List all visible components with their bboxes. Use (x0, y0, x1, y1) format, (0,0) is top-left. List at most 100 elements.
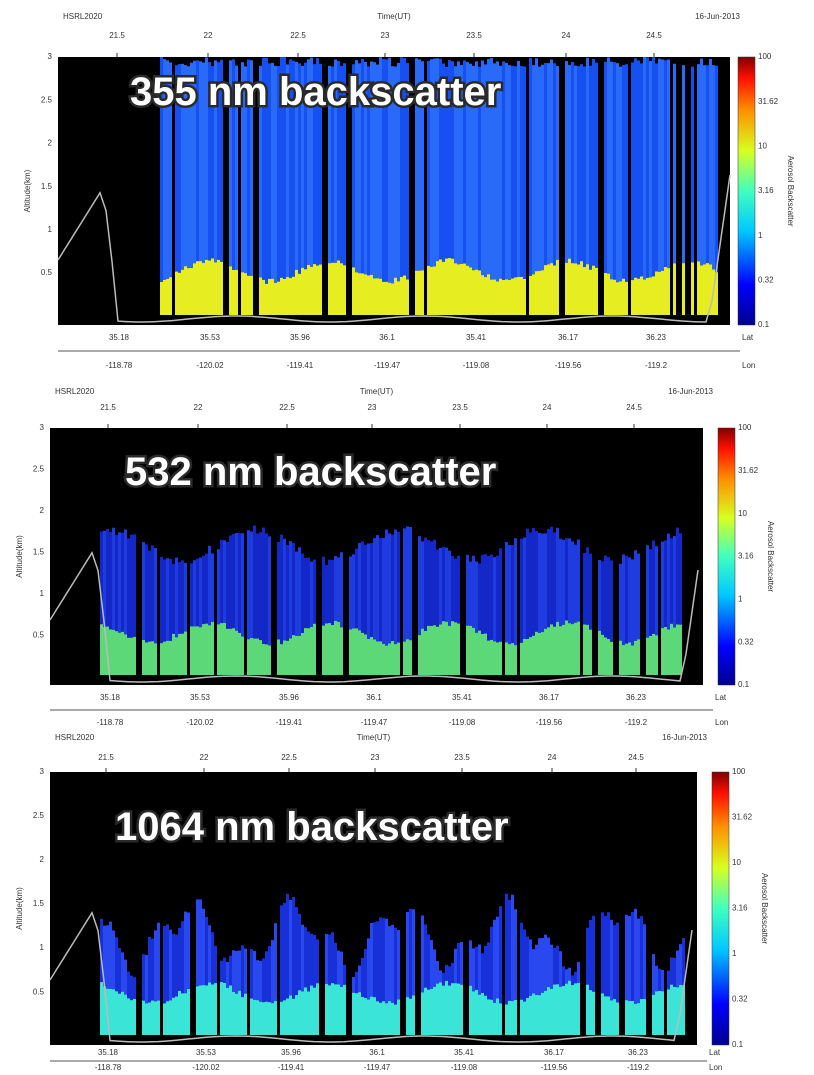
backscatter-layer (394, 277, 397, 315)
backscatter-layer (259, 277, 262, 315)
backscatter-layer (337, 984, 340, 1035)
backscatter-layer (205, 259, 208, 315)
time-tick-label: 24 (548, 753, 557, 762)
latitude-tick-label: 35.18 (109, 333, 130, 342)
altitude-tick-label: 0.5 (33, 630, 45, 639)
colorbar-tick-label: 10 (732, 858, 741, 867)
backscatter-layer (538, 632, 541, 675)
longitude-tick-label: -118.78 (106, 361, 133, 370)
backscatter-upper (199, 899, 202, 986)
backscatter-layer (430, 988, 433, 1035)
backscatter-upper (544, 533, 547, 629)
backscatter-layer (439, 624, 442, 675)
backscatter-upper (505, 542, 508, 643)
backscatter-upper (442, 972, 445, 986)
backscatter-layer (670, 984, 673, 1035)
backscatter-layer (514, 277, 517, 315)
backscatter-layer (625, 1000, 628, 1035)
backscatter-upper (223, 957, 226, 983)
backscatter-layer (178, 633, 181, 675)
backscatter-upper (460, 65, 463, 265)
backscatter-layer (334, 262, 337, 315)
backscatter-layer (271, 1003, 274, 1035)
backscatter-layer (127, 637, 130, 675)
backscatter-upper (493, 557, 496, 642)
backscatter-upper (559, 951, 562, 987)
backscatter-layer (535, 631, 538, 675)
backscatter-layer (400, 276, 403, 315)
backscatter-layer (256, 1000, 259, 1035)
backscatter-upper (112, 527, 115, 630)
backscatter-layer (640, 998, 643, 1035)
backscatter-layer (244, 993, 247, 1035)
backscatter-layer (652, 276, 655, 315)
backscatter-layer (223, 622, 226, 675)
backscatter-layer (259, 640, 262, 675)
backscatter-layer (250, 275, 253, 315)
backscatter-upper (652, 540, 655, 634)
backscatter-upper (370, 61, 373, 275)
backscatter-upper (169, 62, 172, 278)
backscatter-upper (331, 932, 334, 984)
backscatter-upper (430, 940, 433, 989)
backscatter-upper (337, 60, 340, 261)
backscatter-layer (391, 283, 394, 315)
backscatter-layer (286, 998, 289, 1035)
backscatter-layer (190, 626, 193, 675)
backscatter-layer (433, 986, 436, 1035)
backscatter-layer (397, 642, 400, 675)
backscatter-upper (433, 539, 436, 626)
backscatter-layer (421, 992, 424, 1035)
backscatter-layer (316, 265, 319, 315)
backscatter-layer (112, 989, 115, 1035)
backscatter-upper (652, 57, 655, 277)
backscatter-layer (283, 278, 286, 315)
backscatter-layer (466, 625, 469, 675)
backscatter-upper (370, 543, 373, 637)
backscatter-upper (499, 906, 502, 1004)
backscatter-layer (367, 999, 370, 1035)
backscatter-layer (478, 270, 481, 315)
backscatter-upper (457, 61, 460, 265)
colorbar-tick-label: 3.16 (732, 904, 748, 913)
backscatter-upper (457, 555, 460, 624)
backscatter-layer (271, 278, 274, 315)
backscatter-layer (508, 280, 511, 315)
backscatter-upper (121, 532, 124, 632)
backscatter-upper (421, 541, 424, 629)
backscatter-layer (508, 644, 511, 675)
colorbar-tick-label: 0.1 (758, 320, 770, 329)
backscatter-upper (178, 64, 181, 273)
backscatter-upper (301, 924, 304, 992)
backscatter-layer (643, 998, 646, 1035)
backscatter-upper (265, 57, 268, 284)
backscatter-layer (163, 641, 166, 675)
backscatter-upper (100, 918, 103, 983)
backscatter-upper (241, 533, 244, 637)
backscatter-layer (202, 263, 205, 315)
backscatter-layer (232, 269, 235, 315)
backscatter-upper (583, 66, 586, 268)
backscatter-layer (385, 281, 388, 315)
backscatter-layer (280, 1001, 283, 1035)
backscatter-upper (484, 945, 487, 996)
backscatter-upper (574, 65, 577, 264)
backscatter-layer (553, 626, 556, 675)
backscatter-layer (262, 279, 265, 315)
backscatter-upper (247, 530, 250, 640)
backscatter-upper (442, 63, 445, 262)
backscatter-upper (250, 531, 253, 639)
latitude-tick-label: 36.1 (379, 333, 395, 342)
backscatter-upper (466, 554, 469, 626)
backscatter-upper (289, 59, 292, 279)
backscatter-layer (490, 639, 493, 675)
backscatter-layer (544, 990, 547, 1035)
backscatter-upper (109, 921, 112, 989)
backscatter-upper (142, 542, 145, 640)
backscatter-upper (307, 931, 310, 992)
backscatter-upper (304, 62, 307, 270)
backscatter-layer (229, 985, 232, 1035)
backscatter-layer (493, 641, 496, 675)
backscatter-layer (454, 263, 457, 315)
latitude-tick-label: 36.1 (366, 693, 382, 702)
